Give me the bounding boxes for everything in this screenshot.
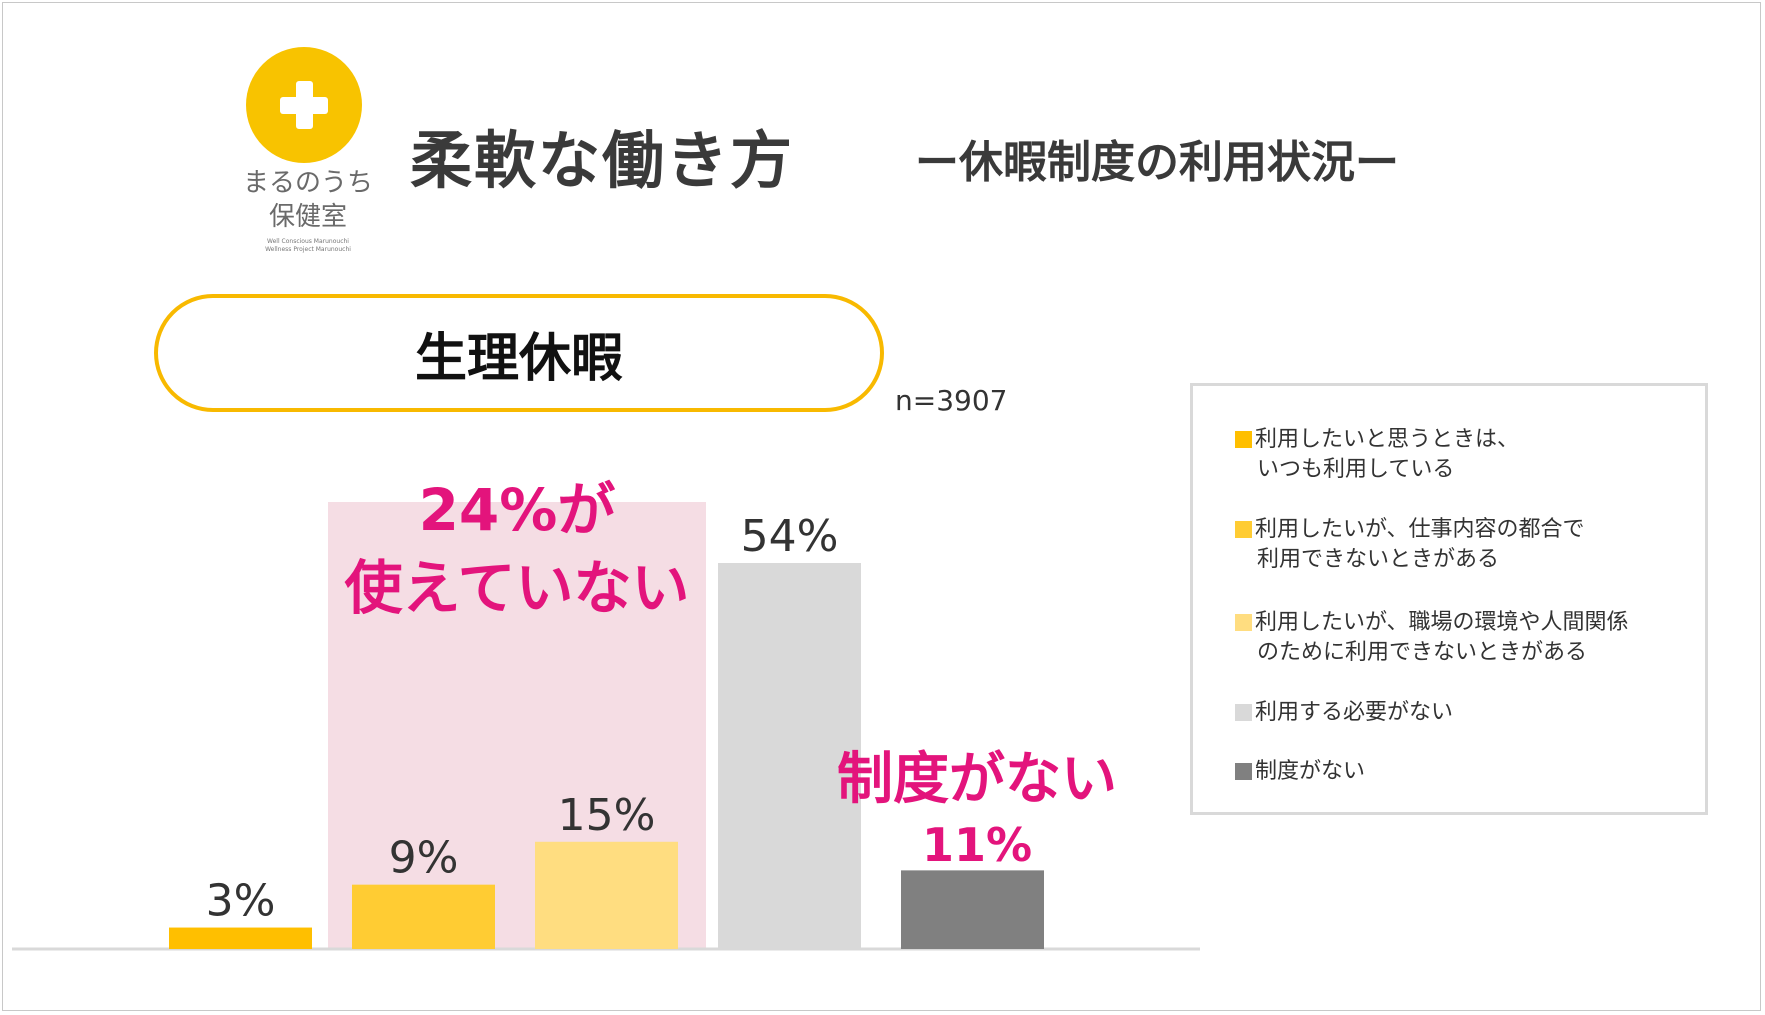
logo-circle xyxy=(246,47,362,163)
sample-size: n=3907 xyxy=(895,384,1008,417)
legend-label-line: 利用する必要がない xyxy=(1255,700,1454,725)
legend-swatch-4 xyxy=(1235,704,1252,721)
callout-cant-use-text: 使えていない xyxy=(344,554,690,622)
legend-label-line: のために利用できないときがある xyxy=(1257,640,1588,665)
legend-swatch-1 xyxy=(1235,431,1252,448)
legend-label-5: 制度がない xyxy=(1255,757,1365,787)
legend-label-1: 利用したいと思うときは、 いつも利用している xyxy=(1255,425,1519,485)
plus-icon-vertical xyxy=(296,81,313,129)
logo-sub-1: Well Conscious Marunouchi xyxy=(267,238,349,245)
bar-label-4: 54% xyxy=(741,511,839,562)
legend-label-line: 利用したいと思うときは、 xyxy=(1255,427,1520,452)
logo-sub-2: Wellness Project Marunouchi xyxy=(265,246,351,253)
legend-swatch-3 xyxy=(1235,614,1252,631)
legend-label-line: 制度がない xyxy=(1255,759,1366,784)
legend-label-2: 利用したいが、仕事内容の都合で 利用できないときがある xyxy=(1255,515,1585,575)
logo-line-2: 保健室 xyxy=(268,202,347,232)
legend: 利用したいと思うときは、 いつも利用している利用したいが、仕事内容の都合で 利用でき… xyxy=(1190,383,1708,815)
legend-label-line: いつも利用している xyxy=(1257,457,1455,482)
bar-label-3: 15% xyxy=(558,790,656,841)
logo-subtext: Well Conscious Marunouchi Wellness Proje… xyxy=(238,238,378,254)
bar-2 xyxy=(352,884,495,949)
callout-cant-use-percent: 24%が xyxy=(418,476,616,544)
callout-no-system-percent: 11% xyxy=(921,818,1033,872)
legend-label-line: 利用したいが、職場の環境や人間関係 xyxy=(1255,610,1629,635)
legend-label-line: 利用したいが、仕事内容の都合で xyxy=(1255,517,1585,542)
legend-label-line: 利用できないときがある xyxy=(1257,547,1500,572)
legend-swatch-5 xyxy=(1235,763,1252,780)
bar-3 xyxy=(535,841,678,949)
legend-label-4: 利用する必要がない xyxy=(1255,698,1453,728)
bar-5 xyxy=(901,870,1044,949)
logo-text: まるのうち 保健室 xyxy=(238,166,378,234)
section-label: 生理休暇 xyxy=(154,294,884,412)
page-title: 柔軟な働き方 xyxy=(410,124,795,197)
bar-4 xyxy=(718,563,861,949)
page-subtitle: ー休暇制度の利用状況ー xyxy=(915,137,1399,188)
bar-label-1: 3% xyxy=(206,876,276,927)
bar-label-2: 9% xyxy=(389,833,459,884)
logo-line-1: まるのうち xyxy=(242,168,373,198)
legend-swatch-2 xyxy=(1235,521,1252,538)
logo: まるのうち 保健室 Well Conscious Marunouchi Well… xyxy=(238,42,378,257)
legend-label-3: 利用したいが、職場の環境や人間関係 のために利用できないときがある xyxy=(1255,608,1629,668)
callout-no-system-text: 制度がない xyxy=(837,747,1117,812)
bar-1 xyxy=(169,927,312,949)
